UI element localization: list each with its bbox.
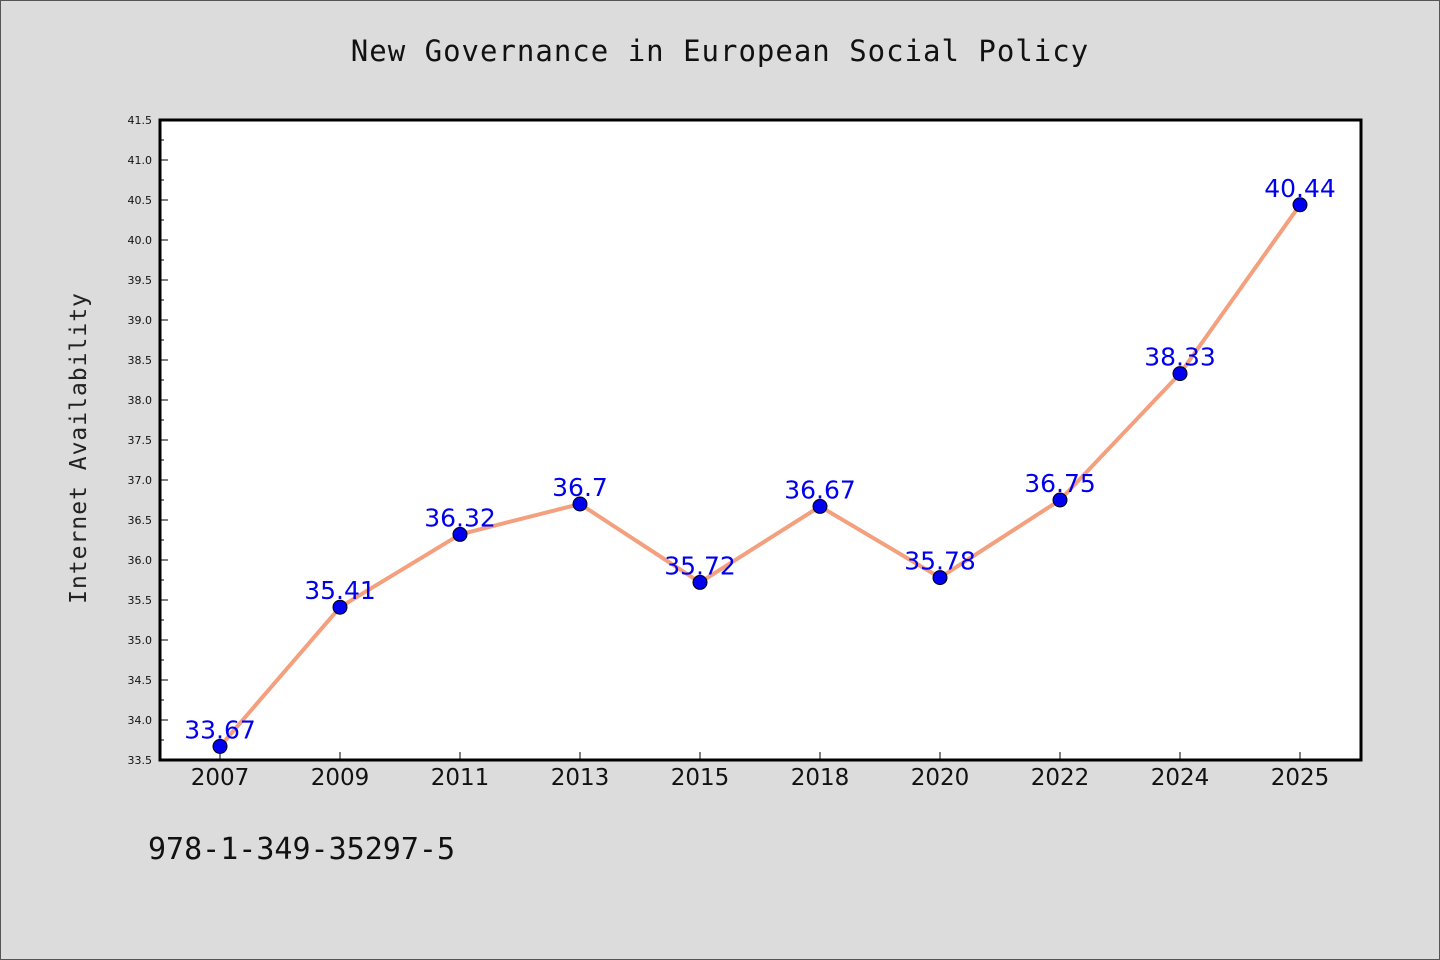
data-label: 36.32	[424, 503, 496, 532]
y-axis: 33.5 34.0 34.5 35.0 35.5 36.0 36.5 37.0 37.5 38.0…	[128, 114, 168, 767]
data-point	[932, 570, 948, 586]
y-tick-label: 33.5	[128, 754, 153, 767]
x-tick-label: 2013	[551, 765, 610, 791]
data-point	[812, 498, 828, 514]
data-label: 36.67	[784, 475, 856, 504]
x-tick-label: 2007	[191, 765, 250, 791]
data-point	[572, 496, 588, 512]
x-tick-label: 2015	[671, 765, 730, 791]
series-line	[218, 203, 1302, 748]
y-tick-label: 40.0	[128, 234, 153, 247]
y-tick-label: 35.5	[128, 594, 153, 607]
y-tick-label: 40.5	[128, 194, 153, 207]
data-point	[692, 574, 708, 590]
data-point	[1172, 366, 1188, 382]
data-point	[1292, 197, 1308, 213]
x-tick-label: 2020	[911, 765, 970, 791]
data-point	[212, 738, 228, 754]
y-tick-label: 41.0	[128, 154, 153, 167]
y-tick-label: 34.5	[128, 674, 153, 687]
data-point	[332, 599, 348, 615]
y-tick-label: 37.0	[128, 474, 153, 487]
data-label: 35.72	[664, 551, 736, 580]
data-label: 40.44	[1264, 174, 1336, 203]
y-tick-label: 36.5	[128, 514, 153, 527]
data-label: 33.67	[184, 715, 256, 744]
x-tick-label: 2022	[1031, 765, 1090, 791]
x-tick-label: 2011	[431, 765, 490, 791]
data-label: 38.33	[1144, 343, 1216, 372]
y-tick-label: 38.0	[128, 394, 153, 407]
data-point	[1052, 492, 1068, 508]
y-tick-label: 35.0	[128, 634, 153, 647]
plot-area	[158, 118, 1363, 762]
y-tick-label: 37.5	[128, 434, 153, 447]
y-tick-label: 36.0	[128, 554, 153, 567]
x-tick-label: 2024	[1151, 765, 1210, 791]
x-tick-label: 2009	[311, 765, 370, 791]
data-label: 36.75	[1024, 469, 1096, 498]
data-label: 35.41	[304, 576, 376, 605]
data-point	[452, 526, 468, 542]
y-tick-label: 41.5	[128, 114, 153, 127]
y-tick-label: 38.5	[128, 354, 153, 367]
data-label: 36.7	[552, 473, 608, 502]
y-axis-label: Internet Availability	[66, 292, 92, 604]
x-axis: 2007 2009 2011 2013 2015 2018 2020 2022 2024 2025	[191, 752, 1330, 791]
series-markers	[212, 197, 1308, 754]
x-tick-label: 2025	[1271, 765, 1330, 791]
chart-title: New Governance in European Social Policy	[350, 34, 1090, 68]
data-label: 35.78	[904, 547, 976, 576]
x-tick-label: 2018	[791, 765, 850, 791]
y-tick-label: 39.0	[128, 314, 153, 327]
y-tick-label: 34.0	[128, 714, 153, 727]
data-labels: 33.67 35.41 36.32 36.7 35.72 36.67 35.78 36.75 3…	[184, 174, 1336, 745]
isbn-text: 978-1-349-35297-5	[148, 832, 456, 867]
y-tick-label: 39.5	[128, 274, 153, 287]
